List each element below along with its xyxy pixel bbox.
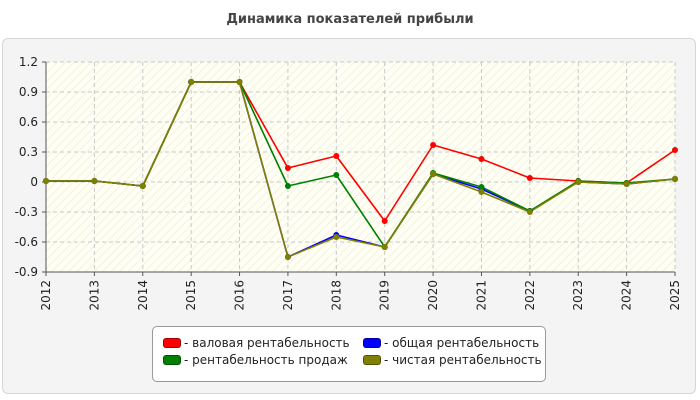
x-tick-label: 2025 — [668, 280, 682, 311]
y-tick-label: 0.3 — [19, 145, 38, 159]
x-tick-label: 2014 — [136, 280, 150, 311]
series-lines — [46, 81, 676, 258]
data-point-3-3 — [188, 79, 195, 85]
data-point-3-2 — [139, 183, 146, 189]
data-point-3-0 — [43, 178, 49, 184]
data-point-3-13 — [672, 176, 678, 182]
x-tick-label: 2018 — [329, 280, 343, 311]
legend-swatch-net — [363, 355, 381, 365]
legend-item-gross: - валовая рентабельность — [163, 336, 350, 350]
legend-label-net: - чистая рентабельность — [384, 353, 542, 367]
data-point-3-8 — [430, 171, 437, 177]
data-point-0-10 — [526, 175, 533, 181]
legend-item-net: - чистая рентабельность — [363, 353, 542, 367]
y-tick-label: 0 — [30, 175, 38, 189]
data-point-2-5 — [284, 183, 291, 189]
x-tick-label: 2016 — [233, 280, 247, 311]
y-tick-label: -0.9 — [15, 265, 38, 279]
data-point-3-12 — [623, 181, 630, 187]
x-tick-label: 2023 — [571, 280, 585, 311]
y-tick-label: -0.3 — [15, 205, 38, 219]
legend-item-total: - общая рентабельность — [363, 336, 539, 350]
legend-item-sales: - рентабельность продаж — [163, 353, 348, 367]
x-tick-label: 2012 — [39, 280, 53, 311]
data-point-0-8 — [430, 142, 437, 148]
x-tick-label: 2013 — [87, 280, 101, 311]
y-tick-label: -0.6 — [15, 235, 38, 249]
legend: - валовая рентабельность - общая рентабе… — [152, 326, 546, 382]
x-tick-label: 2015 — [184, 280, 198, 311]
y-tick-label: 0.9 — [19, 85, 38, 99]
data-point-3-4 — [236, 79, 243, 85]
data-point-3-1 — [91, 178, 98, 184]
chart-title: Динамика показателей прибыли — [226, 12, 474, 27]
data-point-3-11 — [575, 179, 582, 185]
data-point-2-6 — [333, 172, 340, 178]
data-point-0-5 — [284, 165, 291, 171]
legend-label-sales: - рентабельность продаж — [184, 353, 348, 367]
legend-label-gross: - валовая рентабельность — [184, 336, 350, 350]
x-tick-label: 2019 — [378, 280, 392, 311]
grid-lines — [45, 61, 676, 273]
data-point-0-9 — [478, 156, 485, 162]
legend-swatch-total — [363, 338, 381, 348]
data-point-0-6 — [333, 153, 340, 159]
data-point-2-9 — [478, 184, 485, 190]
x-tick-label: 2021 — [474, 280, 488, 311]
x-tick-label: 2024 — [620, 280, 634, 311]
y-tick-label: 1.2 — [19, 55, 38, 69]
legend-swatch-sales — [163, 355, 181, 365]
legend-swatch-gross — [163, 338, 181, 348]
data-point-3-10 — [526, 209, 533, 215]
x-tick-label: 2022 — [523, 280, 537, 311]
data-point-0-7 — [381, 218, 388, 224]
data-point-3-9 — [478, 189, 485, 195]
data-point-0-13 — [672, 147, 678, 153]
data-point-3-6 — [333, 234, 340, 240]
series-points — [43, 79, 678, 260]
y-tick-label: 0.6 — [19, 115, 38, 129]
legend-label-total: - общая рентабельность — [384, 336, 540, 350]
data-point-3-5 — [284, 254, 291, 260]
x-tick-label: 2017 — [281, 280, 295, 311]
series-line-3 — [46, 81, 676, 258]
x-tick-label: 2020 — [426, 280, 440, 311]
data-point-3-7 — [381, 244, 388, 250]
